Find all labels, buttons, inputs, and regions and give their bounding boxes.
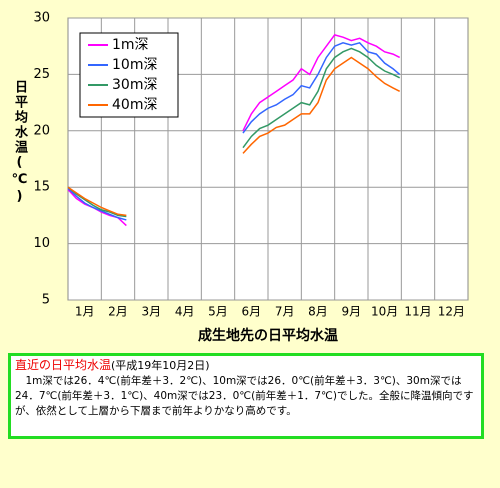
x-tick-label: 1月 — [75, 305, 95, 319]
y-tick-label: 10 — [33, 236, 50, 251]
x-tick-label: 12月 — [438, 305, 465, 319]
chart: 成生地先の日平均水温 5 10 15 20 25 30 1月 2月 3月 4月 5月 6月 7月 8月 9月… — [33, 11, 469, 344]
series-line — [67, 41, 401, 221]
y-tick-label: 20 — [33, 123, 50, 138]
info-heading: 直近の日平均水温 — [15, 358, 112, 372]
x-tick-label: 10月 — [371, 305, 398, 319]
y-axis-label: 日平均水温(℃) — [12, 80, 27, 206]
x-tick-label: 8月 — [308, 305, 328, 319]
legend-label: 1m深 — [112, 37, 149, 53]
x-tick-label: 9月 — [342, 305, 362, 319]
y-tick-label: 5 — [42, 293, 50, 308]
x-tick-label: 2月 — [108, 305, 128, 319]
y-tick-label: 25 — [33, 67, 50, 82]
y-tick-label: 30 — [33, 11, 50, 26]
x-tick-label: 6月 — [242, 305, 262, 319]
x-tick-label: 3月 — [142, 305, 162, 319]
chart-title: 成生地先の日平均水温 — [198, 327, 338, 344]
legend-label: 10m深 — [112, 57, 157, 73]
legend-label: 30m深 — [112, 77, 157, 93]
legend-box — [79, 32, 179, 118]
legend-label: 40m深 — [112, 97, 157, 113]
info-box: 直近の日平均水温(平成19年10月2日) 1m深では26．4℃(前年差＋3．2℃… — [8, 353, 484, 439]
y-tick-label: 15 — [33, 180, 50, 195]
series-line — [67, 47, 401, 218]
x-tick-label: 11月 — [404, 305, 431, 319]
x-tick-label: 4月 — [175, 305, 195, 319]
info-body: 1m深では26．4℃(前年差＋3．2℃)、10m深では26．0℃(前年差＋3．3… — [15, 375, 474, 417]
x-tick-label: 7月 — [275, 305, 295, 319]
series-line — [67, 56, 401, 217]
x-tick-label: 5月 — [208, 305, 228, 319]
info-date: (平成19年10月2日) — [111, 359, 210, 372]
